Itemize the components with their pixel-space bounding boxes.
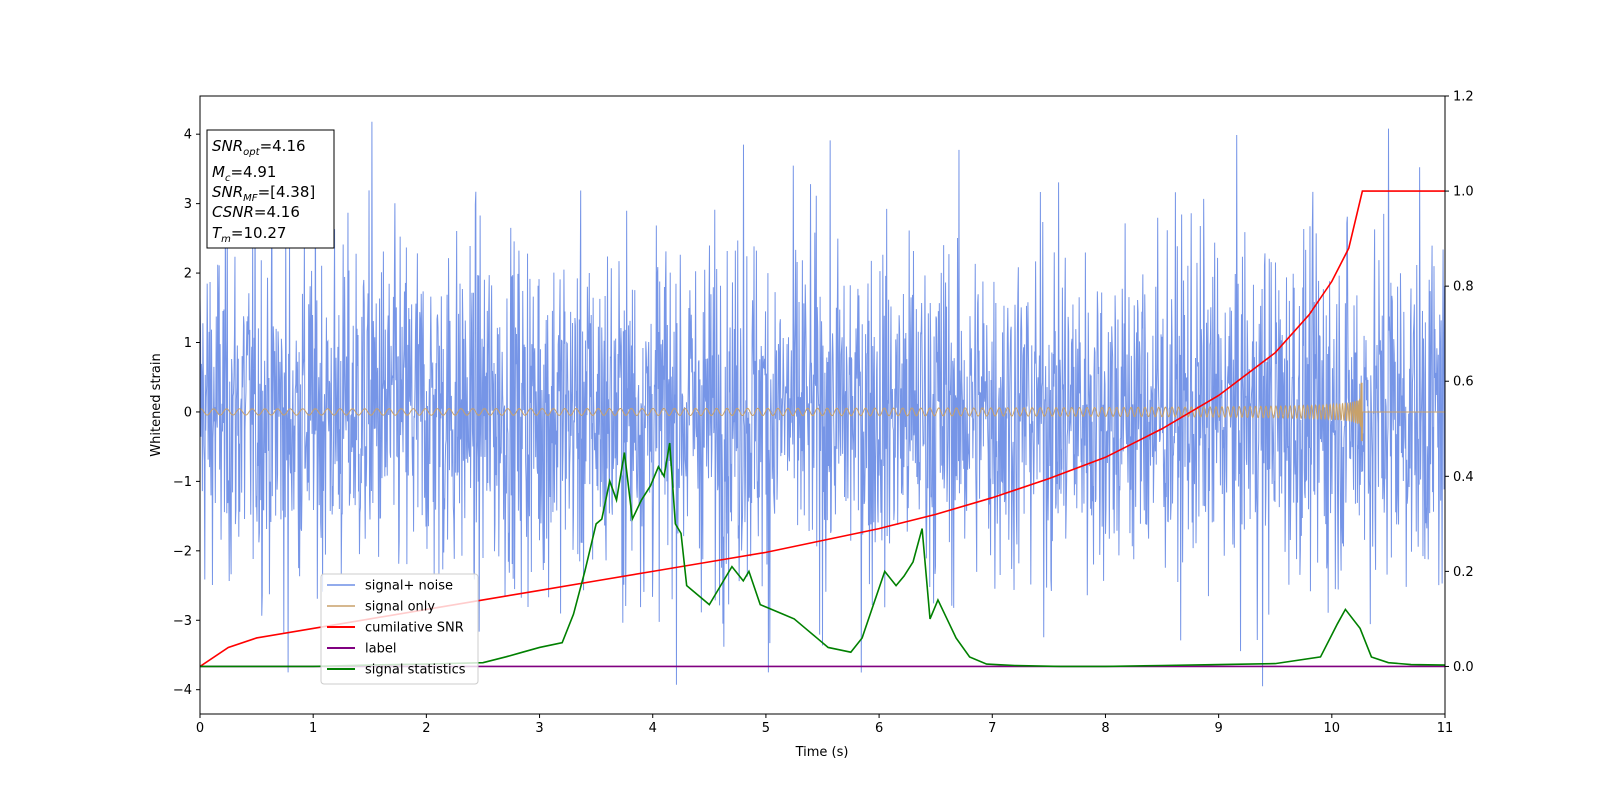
legend-label: signal statistics [365,663,466,678]
y2-tick-label: 1.0 [1453,185,1474,200]
series-signal-statistics [200,442,1445,668]
legend-frame [320,573,479,685]
y2-tick-label: 0.0 [1453,660,1474,675]
x-tick-label: 3 [535,721,543,736]
x-tick-label: 9 [1214,721,1222,736]
y-tick-label: 3 [184,197,192,212]
y-tick-label: 2 [184,267,192,282]
x-tick-label: 11 [1437,721,1454,736]
y2-tick-label: 0.2 [1453,565,1474,580]
y2-tick-label: 0.6 [1453,375,1474,390]
annotation-line: CSNR=4.16 [212,203,300,221]
annotation-line: SNRMF=[4.38] [212,183,315,204]
y-tick-label: −4 [173,683,192,698]
x-tick-label: 4 [649,721,657,736]
annotation-line: SNRopt=4.16 [212,137,306,158]
x-axis-label: Time (s) [795,745,849,760]
x-tick-label: 7 [988,721,996,736]
legend-label: label [365,642,396,657]
y-tick-label: −3 [173,614,192,629]
x-tick-label: 10 [1324,721,1341,736]
x-tick-label: 5 [762,721,770,736]
y-tick-label: 0 [184,405,192,420]
x-tick-label: 0 [196,721,204,736]
axes-layer: 0 1 2 3 4 5 6 7 8 9 10 11 −4 −3 −2 −1 0 1 2 3 4 0.0 0.2 0.4 0.6 0… [173,90,1474,737]
x-tick-label: 2 [422,721,430,736]
y2-tick-label: 1.2 [1453,90,1474,105]
y-tick-label: 4 [184,128,192,143]
annotation-frame [206,129,335,249]
plot-frame [199,95,1446,715]
legend-label: signal only [365,600,435,615]
legend-label: cumilative SNR [365,621,464,636]
y-tick-label: 1 [184,336,192,351]
y-axis-label: Whitened strain [149,353,164,456]
y2-tick-label: 0.8 [1453,280,1474,295]
legend: signal+ noise signal only cumilative SNR la… [320,573,479,685]
y-tick-label: −1 [173,475,192,490]
x-tick-label: 8 [1101,721,1109,736]
series-signal-only [200,382,1445,442]
x-tick-label: 1 [309,721,317,736]
annotation-line: Tm=10.27 [212,224,286,245]
annotation-line: Mc=4.91 [212,163,276,184]
series-signal-noise [200,121,1445,687]
x-tick-label: 6 [875,721,883,736]
y-tick-label: −2 [173,544,192,559]
y2-tick-label: 0.4 [1453,470,1474,485]
legend-label: signal+ noise [365,579,453,594]
